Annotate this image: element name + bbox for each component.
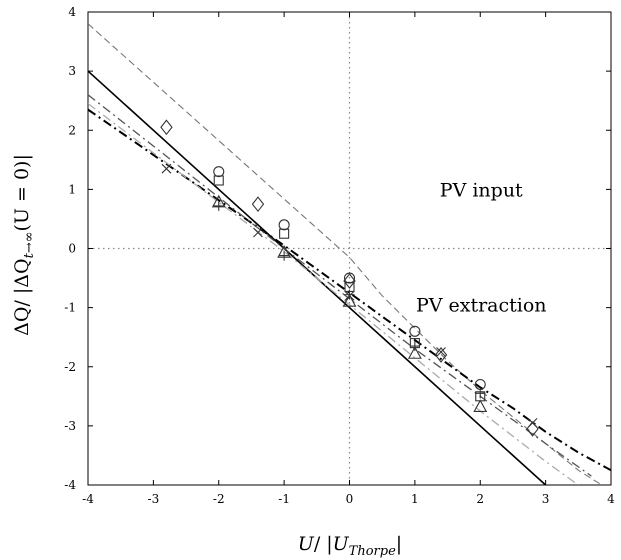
x-tick-label: 1 xyxy=(411,492,419,506)
marker-square-0 xyxy=(213,175,224,186)
x-tick-label: -2 xyxy=(213,492,225,506)
y-tick-label: -2 xyxy=(64,360,76,374)
x-tick-label: 4 xyxy=(607,492,615,506)
annotation-0: PV input xyxy=(440,179,523,201)
data-markers xyxy=(160,119,539,437)
marker-triangle-1 xyxy=(277,244,292,258)
marker-circle-1 xyxy=(278,219,290,231)
x-tick-label: 0 xyxy=(346,492,354,506)
y-axis-title: ΔQ/ |ΔQt→∞(U = 0)| xyxy=(11,154,37,336)
marker-triangle-3 xyxy=(407,346,422,359)
marker-cross-0 xyxy=(161,163,172,174)
marker-circle-3 xyxy=(409,325,421,337)
y-tick-label: 0 xyxy=(68,242,76,256)
y-tick-label: 1 xyxy=(68,182,76,196)
marker-diamond-3 xyxy=(434,347,448,363)
marker-plus-1 xyxy=(279,250,290,261)
marker-plus-4 xyxy=(475,388,486,399)
marker-plus-3 xyxy=(409,341,420,352)
curve-dashdot-3 xyxy=(88,94,592,477)
y-tick-label: -1 xyxy=(64,301,76,315)
marker-diamond-1 xyxy=(251,196,265,213)
x-tick-label: -1 xyxy=(278,492,290,506)
curve-dashdot-heavy-2 xyxy=(88,108,611,472)
reference-lines xyxy=(88,12,611,485)
y-tick-label: 4 xyxy=(68,5,76,19)
marker-diamond-0 xyxy=(160,119,173,136)
marker-cross-3 xyxy=(436,347,446,357)
x-axis-title: U/ |UThorpe| xyxy=(298,533,402,559)
marker-triangle-2 xyxy=(342,294,357,307)
curve-dashed-1 xyxy=(88,23,603,485)
x-tick-label: 2 xyxy=(476,492,484,506)
marker-triangle-0 xyxy=(211,194,226,208)
model-curves xyxy=(88,23,611,485)
marker-cross-1 xyxy=(253,227,263,238)
marker-circle-2 xyxy=(343,272,356,284)
y-tick-label: 2 xyxy=(68,123,76,137)
y-tick-label: -3 xyxy=(64,419,76,433)
marker-circle-0 xyxy=(213,166,225,178)
marker-triangle-4 xyxy=(473,399,488,413)
x-tick-label: 3 xyxy=(542,492,550,506)
x-tick-label: -4 xyxy=(82,492,94,506)
y-tick-label: 3 xyxy=(68,64,76,78)
marker-square-1 xyxy=(279,228,290,239)
marker-cross-4 xyxy=(527,418,538,428)
x-tick-label: -3 xyxy=(148,492,160,506)
y-tick-label: -4 xyxy=(64,478,76,492)
annotations: PV input PV extraction xyxy=(416,179,547,316)
marker-plus-0 xyxy=(213,200,224,211)
axis-ticks: -4 -3 -2 -1 0 1 2 3 4 -4 -3 -2 -1 0 1 2 3 4 xyxy=(64,5,615,506)
marker-diamond-2 xyxy=(343,273,356,289)
annotation-1: PV extraction xyxy=(416,295,547,317)
